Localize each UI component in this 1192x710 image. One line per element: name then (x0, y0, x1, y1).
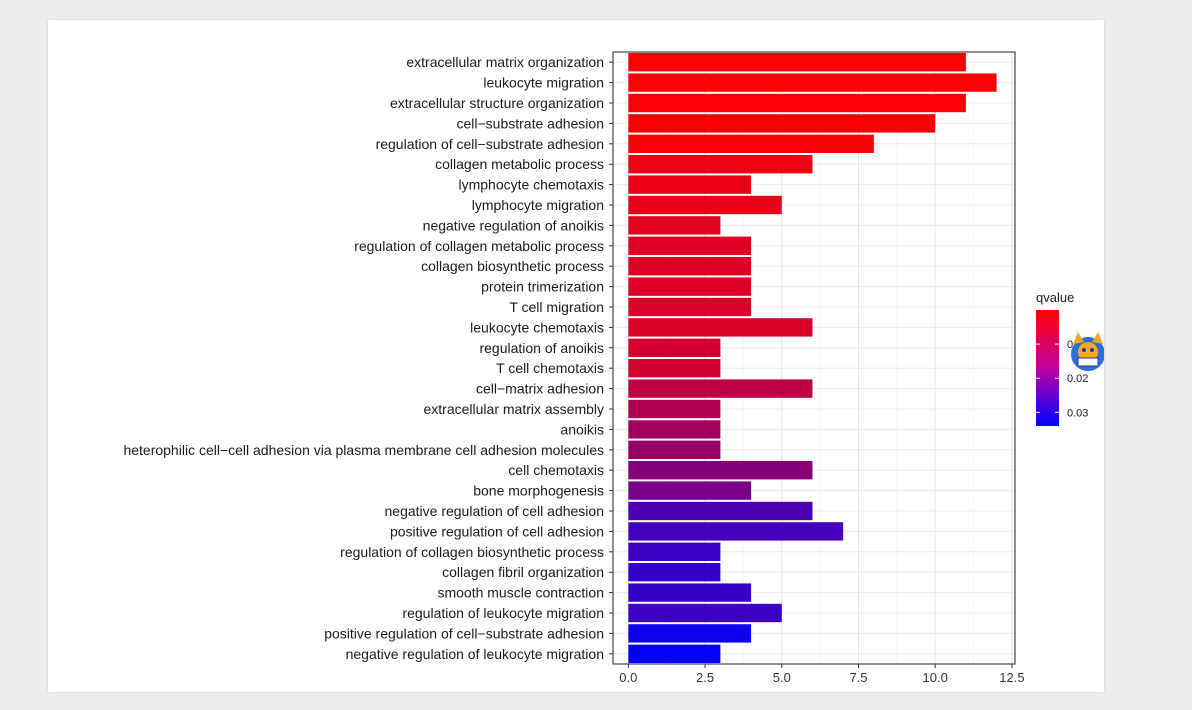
bar (628, 563, 721, 582)
x-tick-label: 5.0 (773, 670, 791, 685)
category-label: collagen fibril organization (442, 564, 604, 580)
bar (628, 277, 752, 296)
x-tick-label: 12.5 (999, 670, 1024, 685)
bar (628, 501, 813, 521)
category-label: cell−matrix adhesion (476, 381, 604, 397)
bar (628, 216, 721, 235)
category-label: extracellular matrix organization (406, 54, 604, 70)
category-label: collagen metabolic process (435, 156, 604, 172)
bar (628, 542, 721, 561)
category-label: regulation of leukocyte migration (402, 605, 604, 621)
plot-border (612, 51, 1016, 665)
category-label: negative regulation of leukocyte migrati… (346, 646, 604, 662)
bar (628, 318, 813, 337)
category-label: protein trimerization (481, 279, 604, 295)
category-label: regulation of collagen metabolic process (354, 238, 604, 254)
bar (628, 338, 721, 357)
bar (628, 359, 721, 378)
category-label: positive regulation of cell−substrate ad… (324, 625, 604, 641)
category-label: bone morphogenesis (473, 483, 604, 499)
legend-tick-label: 0.03 (1067, 407, 1088, 419)
category-label: negative regulation of anoikis (423, 217, 604, 233)
bar (628, 53, 966, 72)
x-tick-label: 7.5 (849, 670, 867, 685)
bar (628, 257, 752, 276)
category-label: T cell chemotaxis (496, 360, 604, 376)
bar (628, 583, 752, 602)
legend-tick-label: 0.02 (1067, 373, 1088, 385)
category-label: collagen biosynthetic process (421, 258, 604, 274)
category-label: positive regulation of cell adhesion (390, 523, 604, 539)
bar (628, 399, 721, 419)
category-label: smooth muscle contraction (437, 585, 604, 601)
x-tick-label: 0.0 (619, 670, 637, 685)
category-label: anoikis (560, 421, 604, 437)
category-label: lymphocyte chemotaxis (458, 177, 604, 193)
category-label: heterophilic cell−cell adhesion via plas… (123, 442, 604, 458)
x-tick-label: 10.0 (923, 670, 948, 685)
legend-colorbar (1036, 310, 1059, 426)
category-label: regulation of anoikis (479, 340, 604, 356)
bar (628, 93, 966, 113)
bar (628, 603, 782, 623)
category-label: lymphocyte migration (472, 197, 604, 213)
bar (628, 420, 721, 439)
category-label: leukocyte migration (483, 75, 604, 91)
bar (628, 297, 752, 317)
bar (628, 73, 997, 92)
x-tick-label: 2.5 (696, 670, 714, 685)
category-label: regulation of cell−substrate adhesion (376, 136, 604, 152)
bar (628, 114, 936, 133)
watermark-logo (1071, 332, 1104, 371)
bar (628, 379, 813, 398)
bar-chart: extracellular matrix organization leukocy… (123, 51, 1104, 685)
bar (628, 461, 813, 480)
category-label: cell chemotaxis (508, 462, 604, 478)
bar (628, 624, 752, 643)
bar (628, 134, 874, 153)
plot-background (613, 52, 1015, 664)
bar (628, 522, 844, 541)
chart-panel: extracellular matrix organization leukocy… (48, 20, 1104, 692)
legend-title: qvalue (1036, 290, 1074, 305)
category-label: leukocyte chemotaxis (470, 319, 604, 335)
bar (628, 440, 721, 459)
category-label: cell−substrate adhesion (457, 115, 605, 131)
bar (628, 195, 782, 215)
category-label: regulation of collagen biosynthetic proc… (340, 544, 604, 560)
category-label: extracellular structure organization (390, 95, 604, 111)
category-label: extracellular matrix assembly (424, 401, 605, 417)
bar (628, 236, 752, 255)
bar (628, 155, 813, 174)
category-label: T cell migration (509, 299, 604, 315)
bar (628, 175, 752, 194)
bar (628, 644, 721, 663)
category-label: negative regulation of cell adhesion (385, 503, 605, 519)
bar (628, 481, 752, 500)
